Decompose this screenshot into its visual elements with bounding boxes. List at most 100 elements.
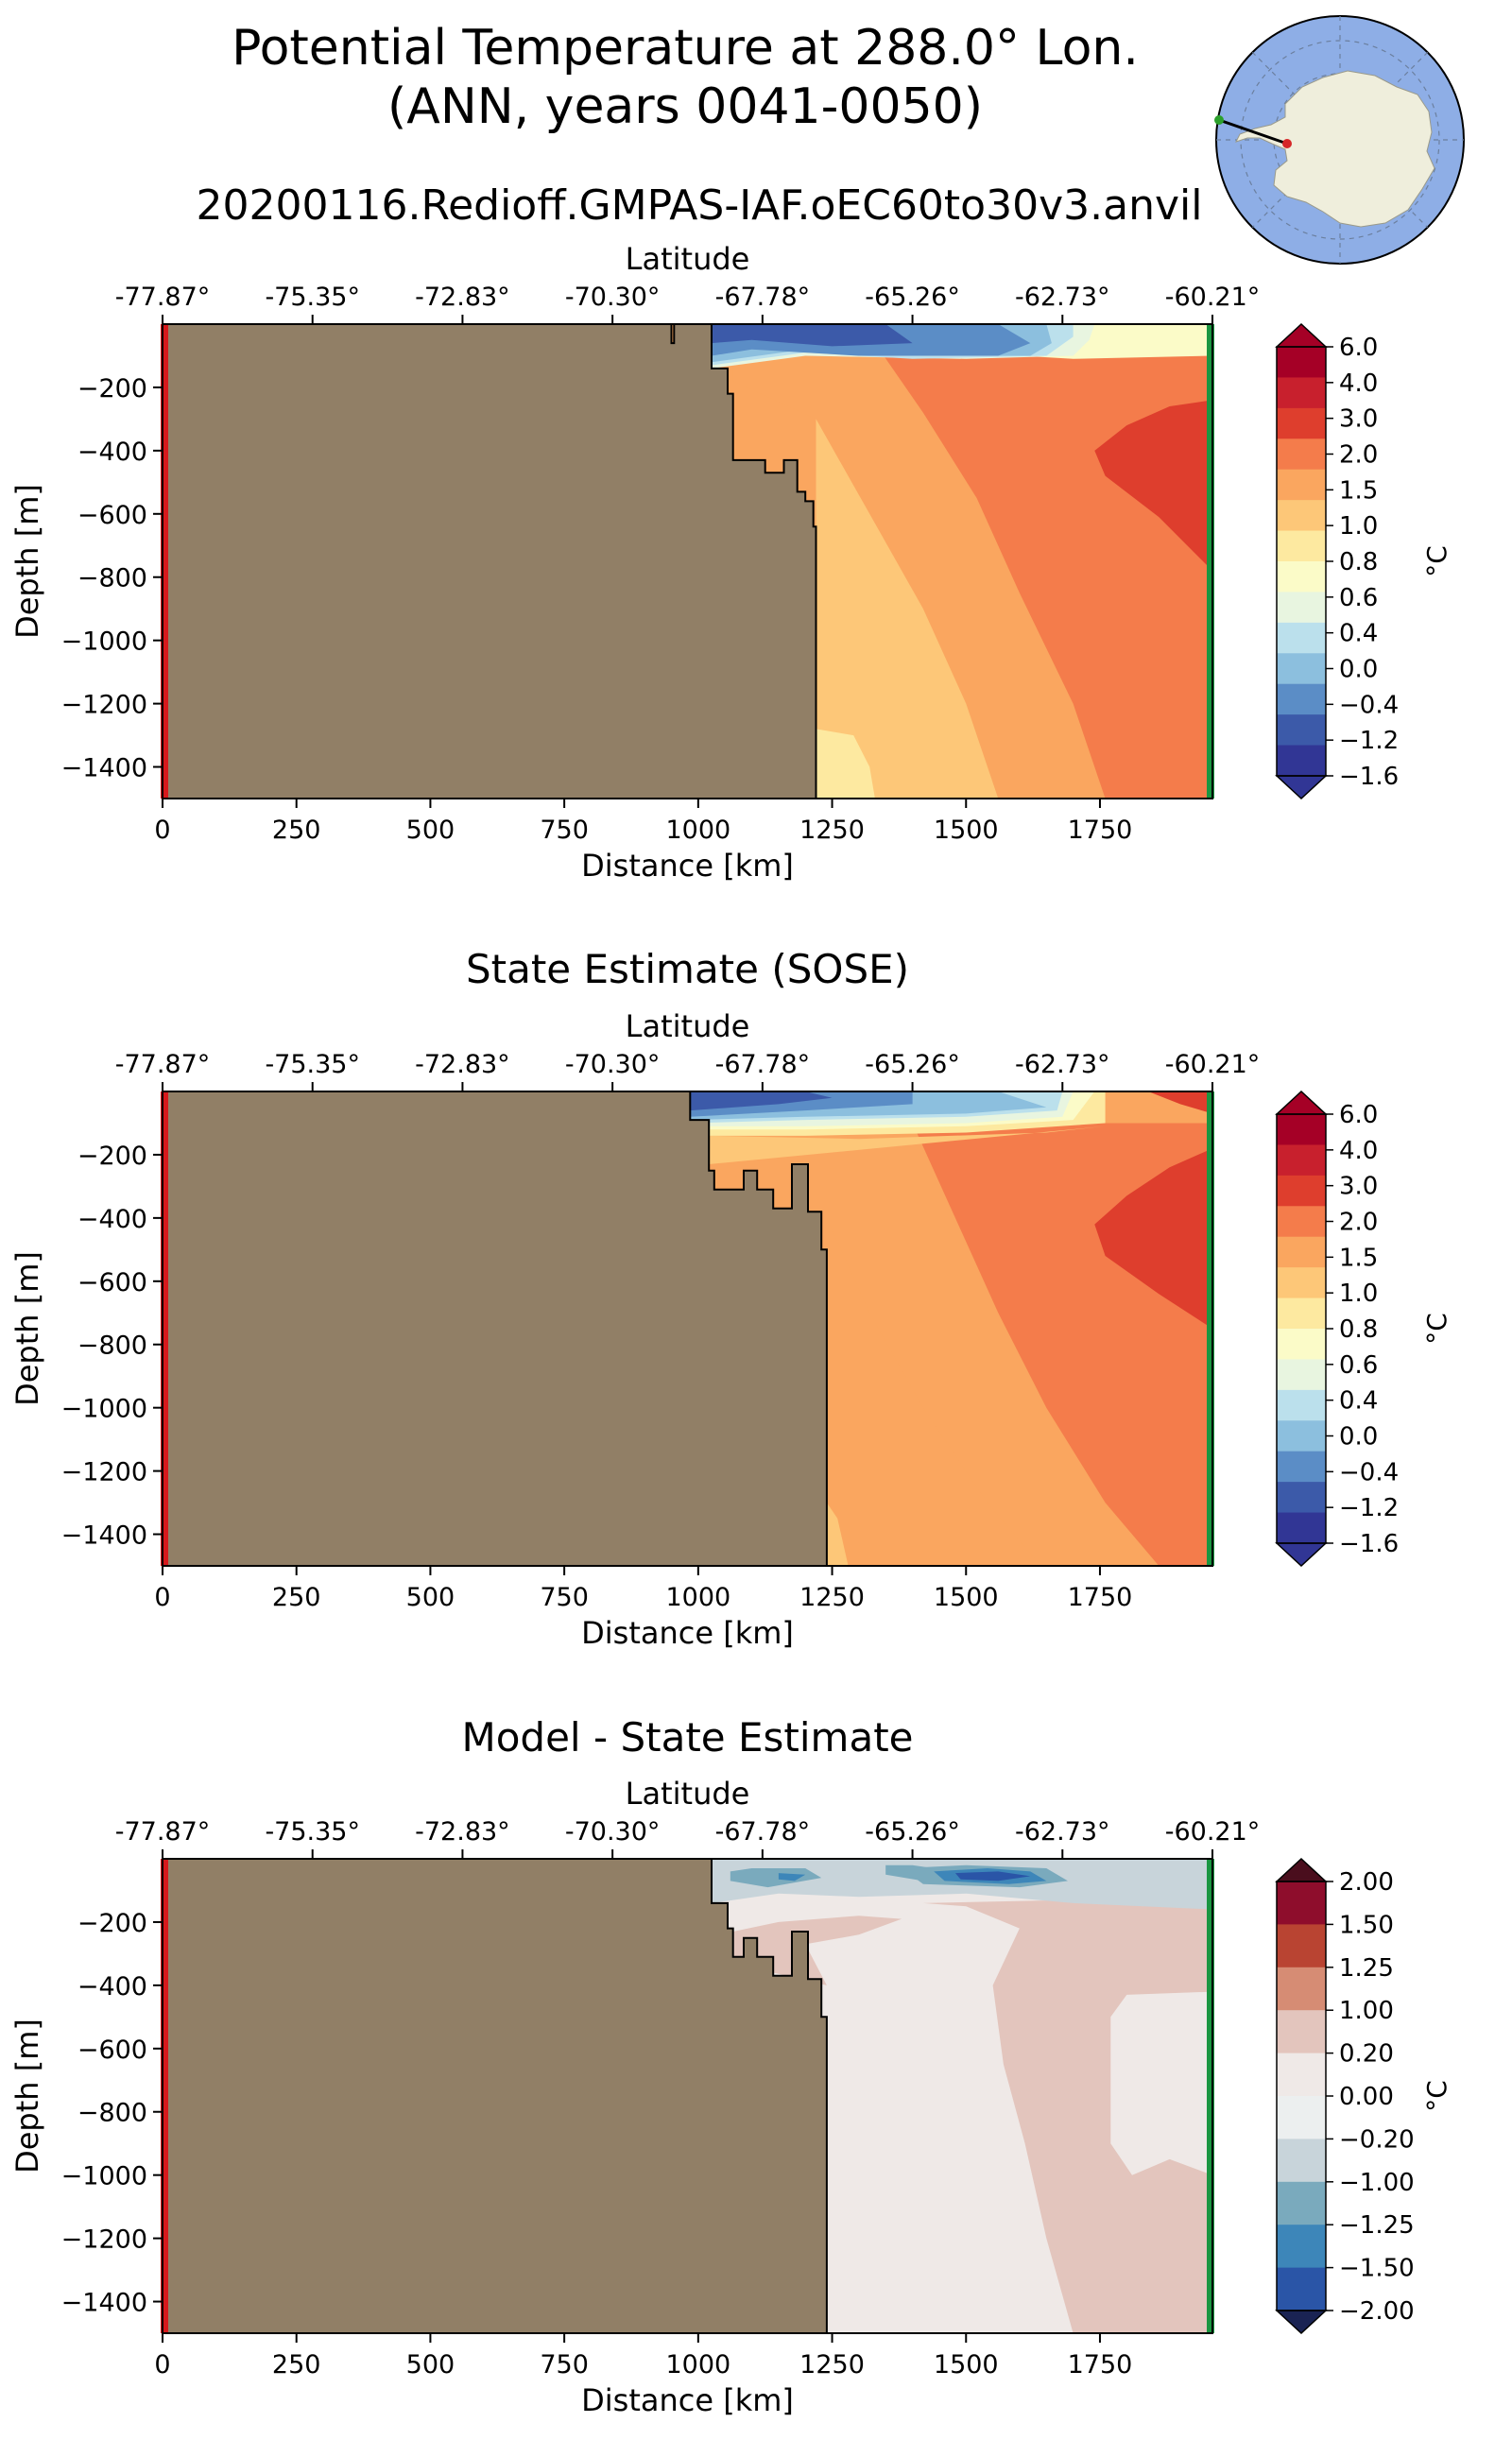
x-tick-label: 750	[540, 2350, 589, 2380]
colorbar-segment	[1277, 2181, 1326, 2225]
plot-area	[163, 324, 1212, 799]
lat-tick-label: -75.35°	[265, 1817, 360, 1847]
colorbar-segment	[1277, 1236, 1326, 1268]
y-tick-label: −1400	[61, 2289, 147, 2318]
colorbar-segment	[1277, 1451, 1326, 1483]
x-tick-label: 1000	[665, 816, 730, 845]
y-tick-label: −400	[77, 438, 147, 467]
figure-title-line1: Potential Temperature at 288.0° Lon.	[232, 20, 1139, 77]
colorbar-tick-label: 0.6	[1339, 1351, 1378, 1380]
x-tick-label: 1500	[934, 2350, 999, 2380]
colorbar-segment	[1277, 2096, 1326, 2139]
top-axis-label: Latitude	[626, 241, 750, 277]
transect-start-point	[1282, 139, 1292, 148]
colorbar-tick-label: 3.0	[1339, 1173, 1378, 1201]
lat-tick-label: -75.35°	[265, 1050, 360, 1079]
colorbar-segment	[1277, 2225, 1326, 2269]
colorbar-tick-label: −0.4	[1339, 1458, 1399, 1486]
lat-tick-label: -67.78°	[715, 1050, 811, 1079]
colorbar-segment	[1277, 1297, 1326, 1330]
colorbar-segment	[1277, 438, 1326, 471]
transect-start-marker	[161, 1091, 168, 1566]
bathymetry-land	[163, 324, 817, 799]
colorbar-segment	[1277, 1924, 1326, 1968]
y-tick-label: −1400	[61, 1521, 147, 1551]
x-tick-label: 500	[406, 816, 455, 845]
transect-end-marker	[1207, 1859, 1214, 2333]
y-tick-label: −400	[77, 1205, 147, 1234]
colorbar-tick-label: 6.0	[1339, 334, 1378, 362]
x-tick-label: 1250	[799, 816, 865, 845]
colorbar-over-arrow	[1275, 322, 1328, 348]
y-tick-label: −200	[77, 374, 147, 404]
contour-level-3.0	[1148, 1091, 1212, 1114]
lat-tick-label: -70.30°	[565, 283, 661, 312]
lat-tick-label: -60.21°	[1165, 283, 1261, 312]
lat-tick-label: -60.21°	[1165, 1050, 1261, 1079]
colorbar-unit-label: °C	[1421, 1313, 1452, 1345]
colorbar-segment	[1277, 745, 1326, 777]
colorbar-tick-label: 1.50	[1339, 1911, 1394, 1939]
colorbar-tick-label: 6.0	[1339, 1101, 1378, 1129]
colorbar-tick-label: 1.5	[1339, 476, 1378, 505]
bathymetry-land	[163, 1091, 828, 1566]
axes-frame	[162, 1091, 1213, 1567]
lat-tick-label: -77.87°	[115, 1817, 211, 1847]
colorbar-tick-label: 0.8	[1339, 548, 1378, 576]
colorbar-tick-label: 0.20	[1339, 2040, 1394, 2069]
colorbar-segment	[1277, 1144, 1326, 1177]
y-axis-label: Depth [m]	[9, 484, 45, 639]
y-tick-label: −200	[77, 1142, 147, 1171]
colorbar-segment	[1277, 500, 1326, 532]
lat-tick-label: -67.78°	[715, 283, 811, 312]
x-tick-label: 1000	[665, 1583, 730, 1612]
colorbar-segment	[1277, 407, 1326, 439]
contour-level-0.8	[816, 729, 875, 799]
x-tick-label: 1750	[1068, 2350, 1133, 2380]
x-tick-label: 1500	[934, 816, 999, 845]
antarctica-landmass	[1235, 70, 1435, 228]
transect-start-marker	[161, 1859, 168, 2333]
lat-tick-label: -62.73°	[1015, 283, 1110, 312]
transect-start-marker	[161, 324, 168, 799]
contour-level-−1.00	[730, 1868, 822, 1888]
colorbar-segment	[1277, 592, 1326, 624]
colorbar-tick-label: 1.5	[1339, 1244, 1378, 1272]
panel-difference: Model - State Estimate 0 250 500 750 1000 1250…	[9, 1714, 1452, 2418]
contour-level-3.0	[1094, 400, 1212, 571]
colorbar-segment	[1277, 1114, 1326, 1145]
lat-tick-label: -72.83°	[415, 283, 510, 312]
plot-area	[163, 1859, 1212, 2333]
lat-tick-label: -65.26°	[865, 283, 960, 312]
y-tick-label: −600	[77, 1268, 147, 1297]
colorbar-segment	[1277, 1329, 1326, 1360]
colorbar-unit-label: °C	[1421, 545, 1452, 577]
panel-sose: State Estimate (SOSE) 0 250 500 750 1000 1250 1…	[9, 946, 1452, 1651]
x-axis-label: Distance [km]	[581, 1615, 794, 1651]
colorbar-tick-label: −1.25	[1339, 2211, 1415, 2240]
lat-tick-label: -75.35°	[265, 283, 360, 312]
y-axis-label: Depth [m]	[9, 1251, 45, 1406]
x-tick-label: 750	[540, 1583, 589, 1612]
colorbar-tick-label: 4.0	[1339, 1137, 1378, 1165]
transect-end-point	[1214, 115, 1224, 125]
y-tick-label: −1400	[61, 754, 147, 783]
lat-tick-label: -70.30°	[565, 1817, 661, 1847]
colorbar-segment	[1277, 622, 1326, 654]
figure-subtitle: 20200116.Redioff.GMPAS-IAF.oEC60to30v3.a…	[197, 181, 1203, 230]
plot-area	[163, 1091, 1212, 1566]
colorbar-segment	[1277, 2267, 1326, 2311]
colorbar-tick-label: 2.0	[1339, 441, 1378, 470]
colorbar-tick-label: −0.4	[1339, 691, 1399, 719]
colorbar-segment	[1277, 1512, 1326, 1544]
y-tick-label: −1000	[61, 2162, 147, 2191]
x-tick-label: 1250	[799, 2350, 865, 2380]
colorbar-tick-label: −1.00	[1339, 2169, 1415, 2197]
colorbar-segment	[1277, 1881, 1326, 1925]
colorbar-tick-label: 2.0	[1339, 1209, 1378, 1237]
colorbar-segment	[1277, 1206, 1326, 1238]
lat-tick-label: -77.87°	[115, 1050, 211, 1079]
contour-level-−1.6	[712, 324, 913, 347]
y-tick-label: −600	[77, 501, 147, 530]
